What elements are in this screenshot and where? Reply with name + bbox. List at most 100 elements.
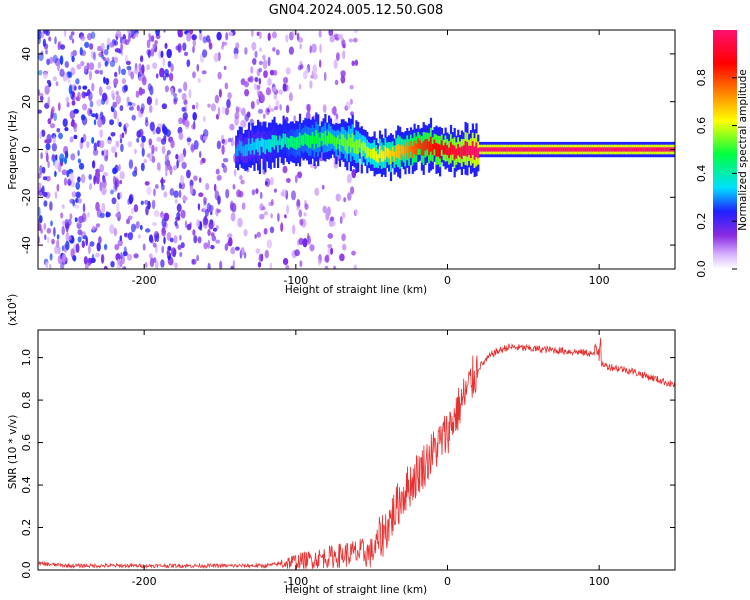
heatmap-noise-cell [206, 35, 211, 43]
heatmap-noise-cell [86, 62, 90, 71]
heatmap-x-tick-label: 0 [444, 274, 451, 287]
heatmap-noise-cell [288, 46, 294, 55]
heatmap-noise-cell [224, 82, 229, 90]
heatmap-noise-cell [100, 42, 105, 52]
heatmap-noise-cell [169, 188, 175, 196]
heatmap-ridge-cell [608, 147, 611, 152]
heatmap-noise-cell [191, 258, 197, 265]
heatmap-noise-cell [227, 92, 232, 100]
heatmap-noise-cell [115, 178, 120, 188]
heatmap-noise-cell [231, 140, 237, 146]
heatmap-noise-cell [256, 231, 261, 238]
heatmap-ridge-cell [524, 147, 527, 152]
heatmap-noise-cell [305, 111, 311, 121]
heatmap-noise-cell [257, 261, 262, 268]
heatmap-noise-cell [51, 106, 55, 114]
heatmap-noise-cell [346, 173, 352, 184]
heatmap-ridge-cell [348, 133, 351, 147]
heatmap-ridge-cell [573, 147, 576, 152]
heatmap-noise-cell [266, 239, 272, 249]
heatmap-noise-cell [52, 76, 58, 82]
heatmap-noise-cell [298, 209, 303, 218]
heatmap-ridge-cell [409, 141, 413, 152]
heatmap-noise-cell [78, 162, 85, 170]
heatmap-noise-cell [325, 211, 330, 221]
heatmap-noise-cell [140, 162, 145, 172]
heatmap-noise-cell [46, 236, 50, 244]
heatmap-ridge-cell [662, 147, 666, 152]
heatmap-noise-cell [244, 89, 250, 97]
heatmap-noise-cell [43, 222, 47, 230]
heatmap-ridge-cell [351, 133, 354, 148]
heatmap-noise-cell [119, 259, 123, 268]
heatmap-noise-cell [334, 79, 339, 86]
heatmap-noise-cell [50, 220, 53, 227]
heatmap-ridge-cell [400, 144, 403, 155]
heatmap-y-tick-label: 40 [20, 47, 33, 61]
heatmap-noise-cell [230, 246, 236, 255]
snr-panel: -200 -100 0 100 0.0 0.2 0.4 0.6 0.8 1.0 Height o… [6, 294, 676, 596]
heatmap-noise-cell [73, 85, 77, 91]
heatmap-noise-cell [115, 212, 121, 218]
heatmap-noise-cell [172, 165, 178, 171]
heatmap-noise-cell [80, 137, 84, 144]
heatmap-ridge-cell [300, 135, 303, 146]
heatmap-noise-cell [197, 236, 202, 244]
heatmap-noise-cell [101, 202, 106, 213]
heatmap-noise-cell [142, 243, 146, 251]
heatmap-ridge-cell [406, 142, 409, 154]
heatmap-noise-cell [184, 51, 188, 57]
heatmap-ridge-cell [382, 151, 385, 162]
snr-plot-area [38, 330, 675, 570]
heatmap-noise-cell [66, 101, 70, 108]
heatmap-ridge-cell [395, 145, 398, 158]
heatmap-noise-cell [55, 154, 58, 161]
heatmap-noise-cell [267, 32, 271, 41]
heatmap-noise-cell [80, 114, 86, 121]
heatmap-noise-cell [86, 141, 90, 149]
heatmap-noise-cell [146, 96, 152, 105]
heatmap-noise-cell [78, 215, 84, 224]
heatmap-ridge-cell [455, 148, 458, 159]
heatmap-ridge-cell [484, 147, 487, 152]
heatmap-noise-cell [224, 107, 230, 116]
heatmap-ridge-cell [439, 144, 442, 159]
heatmap-noise-cell [104, 155, 108, 162]
heatmap-noise-cell [73, 108, 79, 114]
heatmap-noise-cell [218, 88, 222, 98]
heatmap-noise-cell [43, 200, 48, 207]
heatmap-noise-cell [95, 223, 101, 228]
heatmap-noise-cell [146, 186, 152, 195]
colorbar-label: Normalized spectral amplitude [737, 69, 749, 230]
snr-y-tick-label: 0.8 [20, 391, 33, 409]
heatmap-noise-cell [176, 203, 182, 213]
heatmap-noise-cell [71, 55, 75, 63]
heatmap-noise-cell [115, 140, 120, 148]
heatmap-noise-cell [318, 30, 322, 38]
heatmap-ridge-cell [560, 147, 564, 152]
heatmap-ridge-cell [480, 147, 484, 152]
heatmap-noise-cell [243, 251, 247, 259]
heatmap-ridge-cell [440, 140, 443, 150]
heatmap-ridge-cell [378, 146, 382, 159]
heatmap-noise-cell [96, 99, 102, 107]
heatmap-noise-cell [110, 261, 115, 268]
heatmap-noise-cell [254, 234, 257, 239]
heatmap-noise-cell [285, 34, 289, 43]
heatmap-noise-cell [215, 225, 219, 230]
heatmap-noise-cell [319, 43, 322, 54]
heatmap-noise-cell [203, 200, 207, 206]
heatmap-noise-cell [210, 103, 216, 112]
heatmap-noise-cell [119, 105, 124, 112]
heatmap-ridge-cell [377, 154, 380, 163]
heatmap-noise-cell [199, 150, 202, 159]
heatmap-noise-cell [199, 221, 203, 231]
heatmap-ridge-cell [304, 132, 307, 145]
heatmap-noise-cell [133, 204, 139, 213]
heatmap-noise-cell [115, 94, 121, 105]
heatmap-y-tick-label: -40 [20, 236, 33, 254]
heatmap-ridge-cell [437, 143, 440, 157]
heatmap-ridge-cell [477, 147, 480, 159]
heatmap-noise-cell [221, 106, 226, 115]
heatmap-ridge-cell [364, 143, 367, 154]
